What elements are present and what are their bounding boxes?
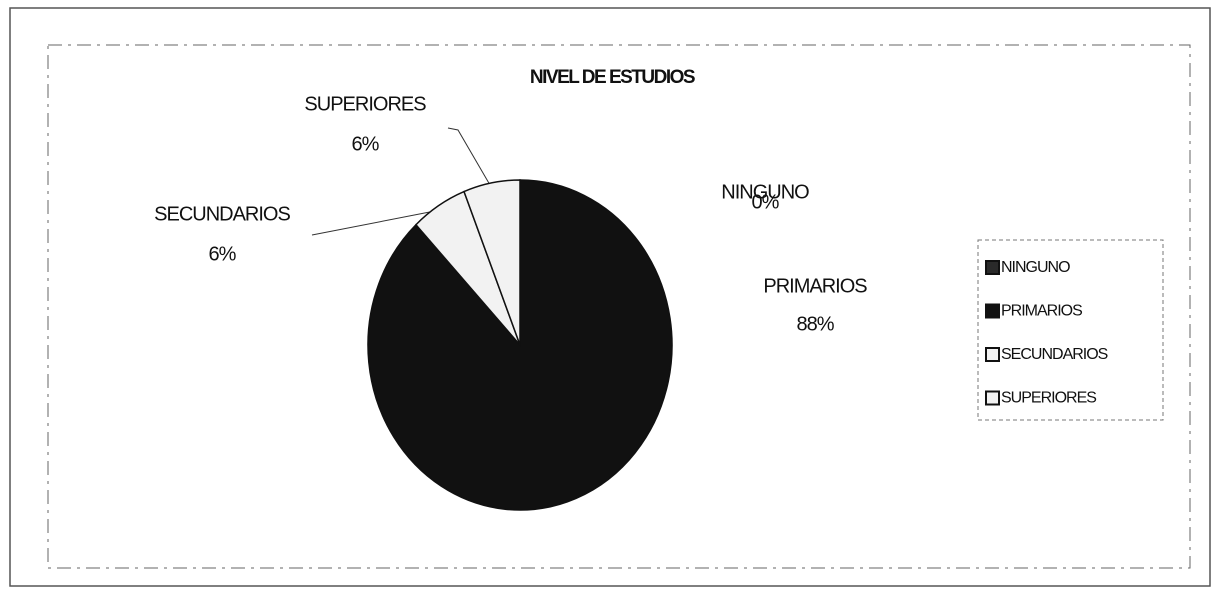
slice-label-value: 6% (209, 243, 237, 265)
slice-label-name: SUPERIORES (304, 93, 426, 115)
leader-line (311, 209, 441, 236)
plot-frame (47, 44, 1191, 569)
slice-label-value: 6% (352, 133, 380, 155)
slice-label-value: 0% (752, 191, 780, 213)
slice-label-name: SECUNDARIOS (154, 203, 290, 225)
legend-label: NINGUNO (1001, 259, 1070, 276)
legend-label: PRIMARIOS (1001, 303, 1082, 320)
legend-swatch (985, 303, 1000, 319)
slice-label-name: NINGUNO (721, 181, 809, 203)
pie-slice (463, 179, 521, 346)
legend-swatch (985, 260, 1000, 275)
chart-title: NIVEL DE ESTUDIOS (530, 67, 695, 88)
legend-swatch (985, 390, 1000, 406)
outer-frame (9, 7, 1211, 587)
leader-line (447, 127, 491, 186)
legend-box (977, 239, 1164, 421)
legend-label: SECUNDARIOS (1001, 346, 1108, 363)
slice-label-name: PRIMARIOS (763, 275, 867, 297)
slice-label-value: 88% (796, 313, 834, 335)
legend-swatch (985, 347, 1000, 362)
legend-label: SUPERIORES (1001, 390, 1096, 407)
